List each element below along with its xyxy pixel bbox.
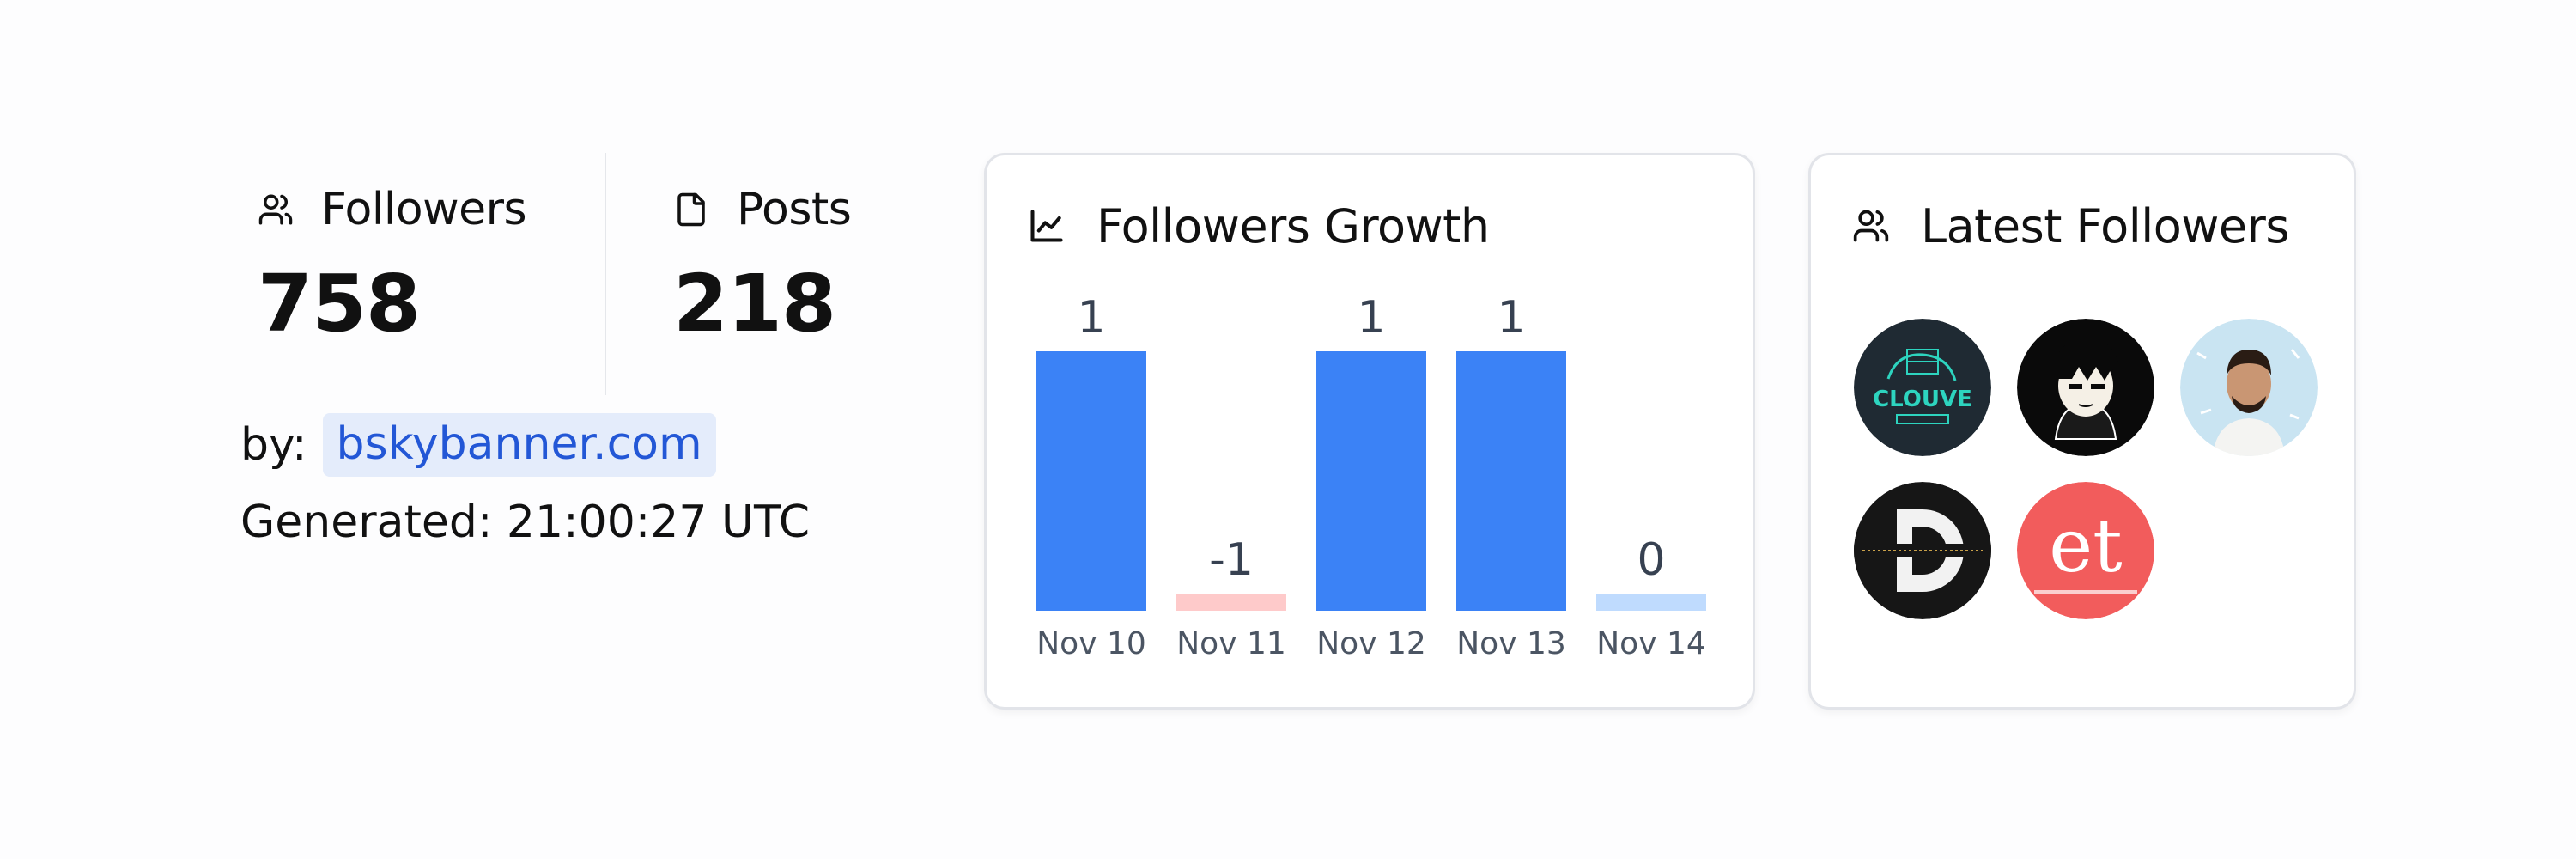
stats-divider xyxy=(605,153,606,395)
avatar-clouve[interactable]: CLOUVE xyxy=(1854,319,1991,456)
posts-label-row: Posts xyxy=(673,184,852,235)
latest-followers-card: Latest Followers CLOUVE xyxy=(1808,153,2356,710)
users-icon xyxy=(1852,207,1890,245)
chart-x-tick-2: Nov 11 xyxy=(1176,626,1286,661)
chart-value-label-2: -1 xyxy=(1209,534,1254,586)
posts-stat: Posts 218 xyxy=(673,153,879,395)
followers-growth-card: Followers Growth 1 Nov 10 -1 Nov 11 1 Nov 12 1… xyxy=(984,153,1755,710)
latest-card-title: Latest Followers xyxy=(1921,198,2289,253)
latest-card-header: Latest Followers xyxy=(1852,192,2289,260)
avatar-man-portrait[interactable] xyxy=(2180,319,2318,456)
chart-value-label-1: 1 xyxy=(1077,292,1105,344)
chart-value-label-4: 1 xyxy=(1497,292,1525,344)
posts-count: 218 xyxy=(673,258,836,350)
chart-value-label-3: 1 xyxy=(1357,292,1385,344)
users-icon xyxy=(258,192,294,228)
byline: by: bskybanner.com xyxy=(240,411,716,479)
growth-card-header: Followers Growth xyxy=(1028,192,1490,260)
chart-x-tick-1: Nov 10 xyxy=(1036,626,1146,661)
avatar-director-d[interactable] xyxy=(1854,482,1991,619)
svg-text:et: et xyxy=(2049,503,2122,589)
followers-label-row: Followers xyxy=(258,184,527,235)
followers-stat: Followers 758 xyxy=(258,153,605,395)
chart-x-tick-5: Nov 14 xyxy=(1596,626,1706,661)
growth-card-title: Followers Growth xyxy=(1097,198,1490,253)
byline-label: by: xyxy=(240,419,307,471)
followers-count: 758 xyxy=(258,258,421,350)
chart-bar-2 xyxy=(1176,594,1286,611)
file-icon xyxy=(673,192,709,228)
followers-label: Followers xyxy=(321,184,527,235)
chart-bar-4 xyxy=(1456,351,1566,611)
svg-text:CLOUVE: CLOUVE xyxy=(1873,387,1972,412)
stats-panel: Followers 758 Posts 218 xyxy=(258,153,876,395)
chart-bar-5 xyxy=(1596,594,1706,611)
chart-bar-3 xyxy=(1316,351,1426,611)
chart-value-label-5: 0 xyxy=(1637,534,1665,586)
chart-bar-1 xyxy=(1036,351,1146,611)
bskybanner-link[interactable]: bskybanner.com xyxy=(322,413,716,477)
line-chart-icon xyxy=(1028,207,1066,245)
avatar-anime-character[interactable] xyxy=(2017,319,2154,456)
chart-x-tick-4: Nov 13 xyxy=(1456,626,1566,661)
posts-label: Posts xyxy=(737,184,852,235)
chart-x-tick-3: Nov 12 xyxy=(1316,626,1426,661)
followers-growth-chart: 1 Nov 10 -1 Nov 11 1 Nov 12 1 Nov 13 0 Nov 14 xyxy=(1036,292,1706,661)
generated-timestamp: Generated: 21:00:27 UTC xyxy=(240,497,811,548)
avatar-et-launch[interactable]: et xyxy=(2017,482,2154,619)
